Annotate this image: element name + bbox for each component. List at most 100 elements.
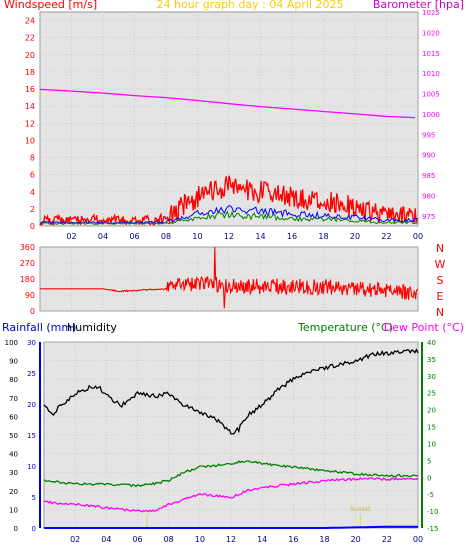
temp-x-tick-label: 16 — [288, 535, 298, 544]
wind-x-tick-label: 12 — [224, 232, 234, 241]
direction-y-tick-label: 90 — [25, 291, 35, 300]
temp-x-tick-label: 20 — [351, 535, 361, 544]
compass-label: N — [436, 306, 444, 319]
wind-x-tick-label: 20 — [350, 232, 360, 241]
barometer-y-tick-label: 980 — [422, 192, 435, 200]
compass-label: E — [437, 290, 444, 303]
temperature-tick-label: 10 — [427, 440, 436, 448]
wind-y-tick-label: 16 — [25, 85, 35, 94]
wind-y-tick-label: 18 — [25, 68, 35, 77]
compass-label: N — [436, 242, 444, 255]
humidity-tick-label: 40 — [9, 451, 18, 459]
temperature-tick-label: 30 — [427, 373, 436, 381]
wind-x-tick-label: 02 — [66, 232, 76, 241]
humidity-tick-label: 100 — [5, 339, 18, 347]
barometer-y-tick-label: 1000 — [422, 111, 440, 119]
barometer-y-tick-label: 975 — [422, 213, 435, 221]
temperature-tick-label: -10 — [427, 508, 438, 516]
temperature-tick-label: 15 — [427, 424, 436, 432]
wind-y-tick-label: 22 — [25, 34, 35, 43]
rain-tick-label: 5 — [32, 494, 36, 502]
rain-tick-label: 15 — [27, 432, 36, 440]
windspeed-axis-label: Windspeed [m/s] — [4, 0, 97, 11]
temp-x-tick-label: 22 — [382, 535, 392, 544]
temp-x-tick-label: 04 — [101, 535, 111, 544]
humidity-tick-label: 70 — [9, 395, 18, 403]
temperature-tick-label: 35 — [427, 356, 436, 364]
wind-plot-area — [39, 11, 419, 227]
temp-x-tick-label: 18 — [319, 535, 329, 544]
wind-y-tick-label: 0 — [30, 222, 35, 231]
direction-y-tick-label: 180 — [20, 275, 35, 284]
temperature-tick-label: -15 — [427, 525, 438, 533]
humidity-tick-label: 30 — [9, 469, 18, 477]
wind-x-tick-label: 06 — [129, 232, 139, 241]
temp-x-tick-label: 12 — [226, 535, 236, 544]
barometer-y-tick-label: 1005 — [422, 91, 440, 99]
rainfall-series — [44, 525, 418, 529]
temp-x-tick-label: 06 — [132, 535, 142, 544]
humidity-tick-label: 10 — [9, 506, 18, 514]
temperature-tick-label: 20 — [427, 407, 436, 415]
direction-y-tick-label: 360 — [20, 243, 35, 252]
temperature-tick-label: -5 — [427, 491, 434, 499]
compass-label: W — [435, 258, 446, 271]
wind-x-tick-label: 14 — [255, 232, 265, 241]
barometer-y-tick-label: 1010 — [422, 70, 440, 78]
temperature-tick-label: 25 — [427, 390, 436, 398]
rain-tick-label: 30 — [27, 339, 36, 347]
wind-x-tick-label: 22 — [381, 232, 391, 241]
barometer-axis-label: Barometer [hpa] — [373, 0, 464, 11]
temp-x-tick-label: 02 — [70, 535, 80, 544]
temp-x-tick-label: 08 — [164, 535, 174, 544]
humidity-tick-label: 50 — [9, 432, 18, 440]
barometer-y-tick-label: 990 — [422, 152, 435, 160]
temperature-humidity-chart: Rainfall (mm) Humidity Temperature (°C) … — [2, 321, 464, 544]
humidity-tick-label: 60 — [9, 413, 18, 421]
barometer-y-tick-label: 1015 — [422, 50, 440, 58]
rainfall-axis-label: Rainfall (mm) — [2, 321, 76, 334]
humidity-series — [43, 348, 419, 435]
wind-y-tick-label: 20 — [25, 51, 35, 60]
temperature-axis-label: Temperature (°C) — [297, 321, 393, 334]
humidity-tick-label: 0 — [14, 525, 18, 533]
humidity-axis-label: Humidity — [67, 321, 117, 334]
rain-tick-label: 10 — [27, 463, 36, 471]
wind-gust-series — [39, 175, 419, 226]
direction-y-tick-label: 270 — [20, 259, 35, 268]
wind-y-tick-label: 14 — [25, 102, 35, 111]
wind-y-tick-label: 6 — [30, 171, 35, 180]
barometer-line — [39, 88, 415, 119]
wind-x-tick-label: 00 — [413, 232, 423, 241]
rain-tick-label: 0 — [32, 525, 36, 533]
dewpoint-series — [44, 477, 419, 513]
compass-label: S — [437, 274, 444, 287]
sunset-annotation: Sunset — [350, 506, 371, 513]
temp-x-tick-label: 00 — [413, 535, 423, 544]
temp-x-tick-label: 10 — [195, 535, 205, 544]
wind-y-tick-label: 4 — [30, 188, 35, 197]
wind-y-tick-label: 2 — [30, 205, 35, 214]
humidity-tick-label: 20 — [9, 488, 18, 496]
temp-x-tick-label: 14 — [257, 535, 267, 544]
wind-y-tick-label: 12 — [25, 119, 35, 128]
wind-x-tick-label: 10 — [192, 232, 202, 241]
barometer-y-tick-label: 1025 — [422, 9, 440, 17]
barometer-y-tick-label: 1020 — [422, 29, 440, 37]
chart-title: 24 hour graph day : 04 April 2025 — [157, 0, 344, 11]
humidity-tick-label: 80 — [9, 376, 18, 384]
wind-barometer-chart: Windspeed [m/s] 24 hour graph day : 04 A… — [4, 0, 464, 241]
temperature-series — [43, 460, 419, 488]
wind-y-tick-label: 8 — [30, 154, 35, 163]
humidity-tick-label: 90 — [9, 358, 18, 366]
wind-y-tick-label: 10 — [25, 136, 35, 145]
rain-tick-label: 20 — [27, 401, 36, 409]
temperature-tick-label: 5 — [427, 457, 431, 465]
wind-y-tick-label: 24 — [25, 17, 35, 26]
wind-direction-series — [40, 246, 418, 309]
wind-x-tick-label: 18 — [318, 232, 328, 241]
temperature-tick-label: 40 — [427, 339, 436, 347]
